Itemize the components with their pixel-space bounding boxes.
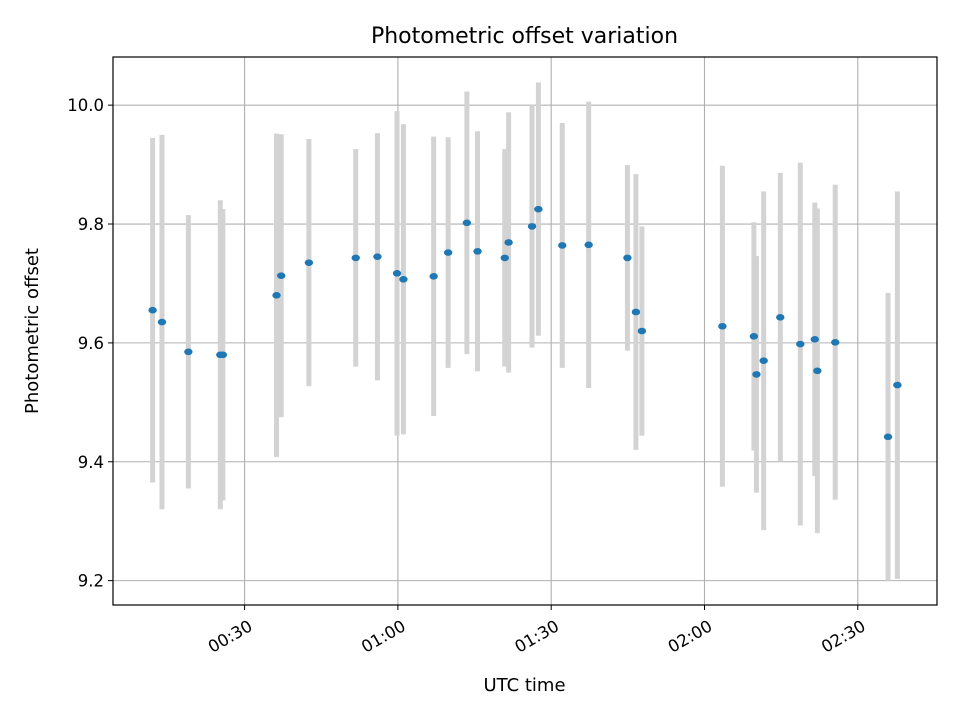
data-point bbox=[759, 357, 768, 365]
data-point bbox=[184, 348, 193, 356]
data-point bbox=[813, 367, 822, 375]
data-point bbox=[443, 249, 453, 256]
data-point bbox=[893, 381, 902, 389]
y-tick-label: 10.0 bbox=[67, 96, 104, 115]
data-point bbox=[218, 351, 228, 359]
data-point bbox=[527, 223, 537, 230]
data-point bbox=[883, 433, 893, 441]
chart-title: Photometric offset variation bbox=[371, 24, 678, 49]
data-point bbox=[429, 273, 438, 280]
data-point bbox=[304, 259, 314, 266]
data-point bbox=[637, 327, 647, 335]
data-point bbox=[462, 219, 472, 227]
data-point bbox=[148, 306, 157, 314]
data-point bbox=[534, 205, 543, 213]
data-point bbox=[373, 253, 382, 261]
data-point bbox=[810, 336, 819, 343]
data-point bbox=[504, 239, 513, 246]
y-tick-label: 9.6 bbox=[78, 334, 104, 353]
data-point bbox=[631, 308, 641, 316]
data-point bbox=[718, 322, 727, 330]
data-point bbox=[796, 340, 805, 348]
data-point bbox=[399, 275, 408, 283]
data-point bbox=[623, 254, 632, 262]
data-point bbox=[157, 318, 167, 326]
data-point bbox=[500, 254, 509, 262]
data-point bbox=[776, 314, 785, 321]
data-point bbox=[558, 242, 567, 249]
data-point bbox=[473, 248, 482, 255]
x-axis-label: UTC time bbox=[483, 675, 565, 696]
data-point bbox=[277, 272, 286, 280]
data-point bbox=[272, 292, 281, 299]
y-tick-label: 9.8 bbox=[78, 215, 104, 234]
data-point bbox=[351, 254, 360, 262]
y-axis-label: Photometric offset bbox=[22, 248, 43, 414]
y-tick-label: 9.4 bbox=[78, 453, 104, 472]
data-point bbox=[584, 241, 593, 249]
data-point bbox=[749, 333, 759, 340]
data-point bbox=[752, 371, 761, 378]
axes-frame bbox=[112, 56, 938, 606]
y-tick-label: 9.2 bbox=[78, 572, 104, 591]
data-point bbox=[392, 270, 402, 277]
data-point bbox=[831, 338, 840, 346]
